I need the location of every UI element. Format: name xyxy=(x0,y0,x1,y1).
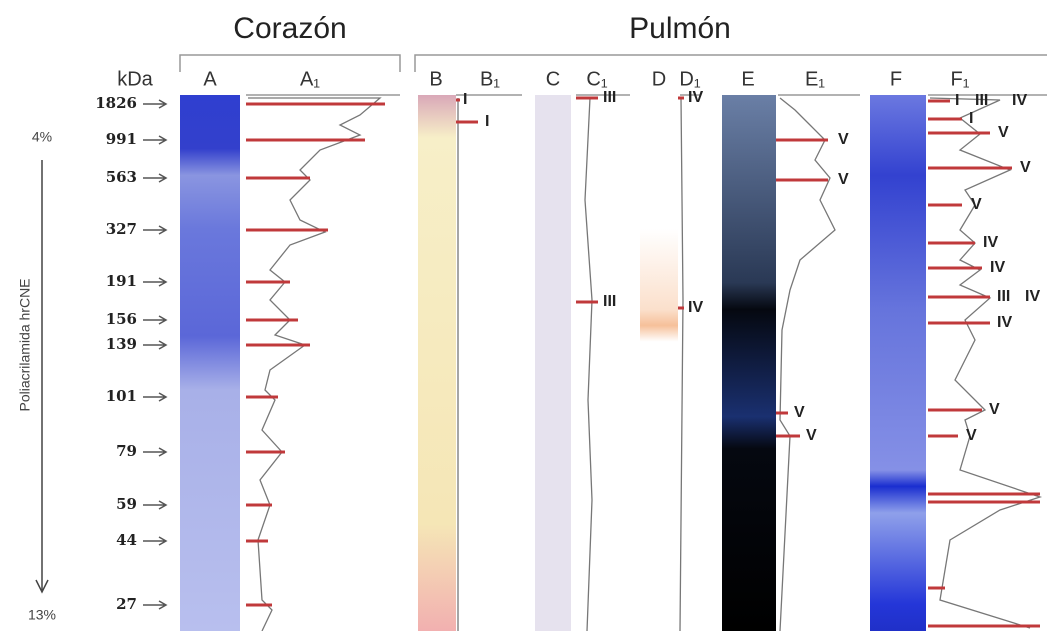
band-label: V xyxy=(838,171,849,188)
kda-marker: 27 xyxy=(116,595,137,613)
kda-marker: 59 xyxy=(116,495,137,513)
marker-arrow xyxy=(143,99,168,109)
bracket xyxy=(179,54,401,72)
band-label: V xyxy=(966,427,977,444)
trace xyxy=(779,97,836,631)
band-label: V xyxy=(1020,159,1031,176)
kda-marker: 327 xyxy=(106,220,137,238)
band-label: I xyxy=(463,91,467,108)
marker-arrow xyxy=(143,600,168,610)
arrow-head xyxy=(35,579,49,594)
header: Corazón xyxy=(233,12,346,45)
band-label: IV xyxy=(688,89,703,106)
kda-marker: 991 xyxy=(106,130,137,148)
marker-arrow xyxy=(143,500,168,510)
kda-marker: 101 xyxy=(106,387,137,405)
marker-arrow xyxy=(143,225,168,235)
lane-label: B xyxy=(429,68,442,90)
lane-label: B₁ xyxy=(480,68,500,90)
marker-arrow xyxy=(143,173,168,183)
lane-label: E₁ xyxy=(805,68,825,90)
trace xyxy=(584,97,593,631)
kda-marker: 191 xyxy=(106,272,137,290)
band-label: IV xyxy=(983,234,998,251)
band-label: IV xyxy=(997,314,1012,331)
lane-label: A xyxy=(203,68,217,90)
gel-lane xyxy=(640,95,678,631)
trace xyxy=(679,97,684,631)
band-label: V xyxy=(989,401,1000,418)
gradient-bottom: 13% xyxy=(28,607,56,623)
band-label: I xyxy=(969,110,973,127)
gel-lane xyxy=(722,95,776,631)
band-label: III xyxy=(975,92,988,109)
band-label: V xyxy=(794,404,805,421)
lane-label: D xyxy=(652,68,666,90)
gradient-label: Poliacrilamida hrCNE xyxy=(17,278,33,411)
marker-arrow xyxy=(143,447,168,457)
gradient-top: 4% xyxy=(32,129,52,145)
trace xyxy=(929,97,1043,629)
lane-label: kDa xyxy=(117,68,153,90)
lane-label: E xyxy=(741,68,754,90)
bracket xyxy=(414,54,1047,72)
kda-marker: 79 xyxy=(116,442,137,460)
band-label: IV xyxy=(688,299,703,316)
marker-arrow xyxy=(143,135,168,145)
lane-label: F xyxy=(890,68,902,90)
band-label: V xyxy=(838,131,849,148)
gel-lane xyxy=(418,95,456,631)
gel-lane xyxy=(535,95,571,631)
lane-label: D₁ xyxy=(679,68,700,90)
marker-arrow xyxy=(143,536,168,546)
kda-marker: 139 xyxy=(106,335,137,353)
band-label: V xyxy=(971,196,982,213)
marker-arrow xyxy=(143,392,168,402)
lane-label: C xyxy=(546,68,560,90)
band-label: IV xyxy=(1012,92,1027,109)
band-label: IV xyxy=(990,259,1005,276)
header: Pulmón xyxy=(629,12,731,45)
lane-label: F₁ xyxy=(951,68,970,90)
kda-marker: 44 xyxy=(116,531,137,549)
band-label: I xyxy=(955,92,959,109)
lane-label: A₁ xyxy=(300,68,320,90)
lane-label: C₁ xyxy=(586,68,607,90)
kda-marker: 1826 xyxy=(95,94,137,112)
marker-arrow xyxy=(143,340,168,350)
kda-marker: 156 xyxy=(106,310,137,328)
trace xyxy=(248,97,382,631)
gel-lane xyxy=(180,95,240,631)
band-label: V xyxy=(998,124,1009,141)
band-label: III xyxy=(603,293,616,310)
kda-marker: 563 xyxy=(106,168,137,186)
marker-arrow xyxy=(143,277,168,287)
band-label: III xyxy=(603,89,616,106)
gel-lane xyxy=(870,95,926,631)
band-label: I xyxy=(485,113,489,130)
band-label: IV xyxy=(1025,288,1040,305)
marker-arrow xyxy=(143,315,168,325)
band-label: V xyxy=(806,427,817,444)
band-markers xyxy=(246,96,1040,628)
band-label: III xyxy=(997,288,1010,305)
